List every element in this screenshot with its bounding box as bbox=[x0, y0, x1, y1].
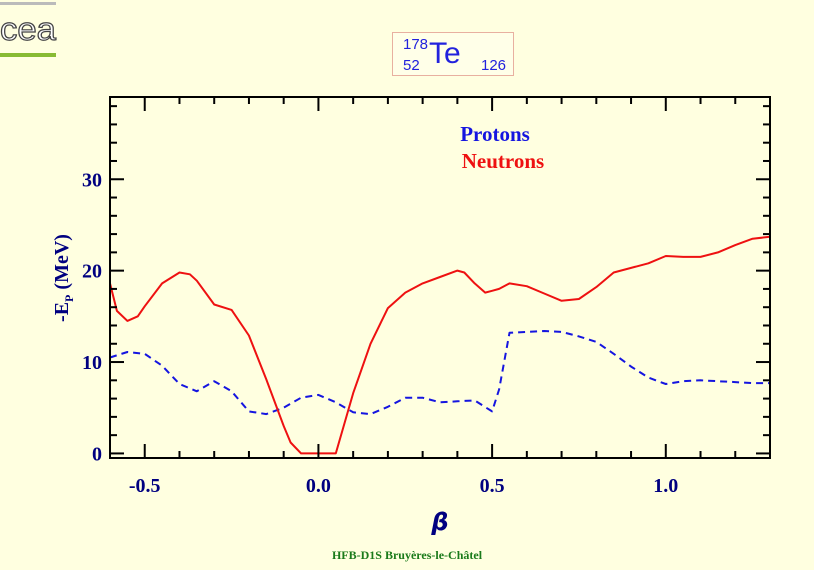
cea-logo-icon: cea bbox=[0, 2, 57, 57]
footer-credit: HFB-D1S Bruyères-le-Châtel bbox=[331, 548, 483, 562]
x-tick-label: -0.5 bbox=[129, 475, 161, 497]
y-axis-label-main: -E bbox=[51, 302, 73, 322]
series-line-neutrons bbox=[109, 235, 771, 455]
y-tick-label: 30 bbox=[82, 169, 102, 191]
y-axis-label: -EP (MeV) bbox=[51, 234, 76, 322]
y-axis-label-subscript: P bbox=[62, 295, 76, 302]
x-tick-label: 1.0 bbox=[653, 475, 678, 497]
plot-frame bbox=[109, 96, 771, 459]
neutron-number: 126 bbox=[481, 57, 507, 74]
y-tick-label: 0 bbox=[92, 443, 102, 465]
axes: -0.5 0.0 0.5 1.0 0 10 20 30 bbox=[82, 96, 771, 497]
element-symbol: Te bbox=[429, 37, 461, 70]
nucleus-label: 178 52 Te 126 bbox=[392, 32, 514, 76]
series-line-protons bbox=[109, 330, 770, 416]
legend: Protons Neutrons bbox=[460, 122, 544, 173]
mass-number: 178 bbox=[403, 36, 429, 53]
y-axis-label-unit: (MeV) bbox=[51, 234, 73, 290]
x-axis-label: β bbox=[430, 508, 448, 536]
atomic-number: 52 bbox=[403, 57, 420, 74]
logo-text: cea bbox=[0, 11, 56, 47]
y-tick-label: 20 bbox=[82, 261, 102, 283]
legend-neutrons: Neutrons bbox=[462, 149, 544, 173]
x-tick-label: 0.0 bbox=[306, 475, 331, 497]
x-tick-label: 0.5 bbox=[480, 475, 505, 497]
y-tick-label: 10 bbox=[82, 352, 102, 374]
legend-protons: Protons bbox=[460, 122, 530, 146]
plot-area bbox=[109, 235, 771, 455]
svg-text:-EP (MeV): -EP (MeV) bbox=[51, 234, 76, 322]
